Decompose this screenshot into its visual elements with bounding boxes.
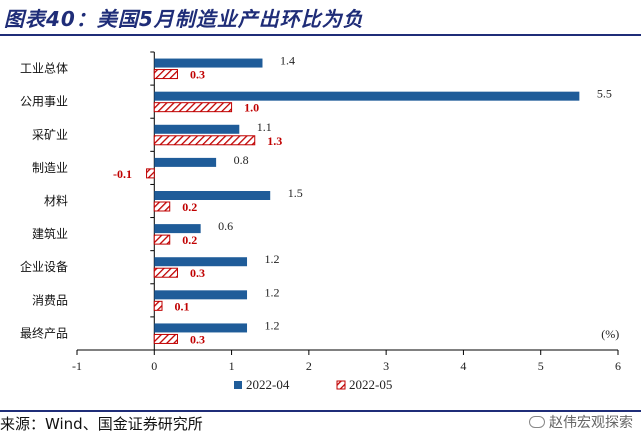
category-label: 制造业	[32, 161, 68, 175]
data-label-2022-04: 0.8	[234, 153, 249, 167]
bar-2022-05	[153, 234, 171, 245]
unit-label: (%)	[601, 327, 619, 341]
data-label-2022-04: 5.5	[597, 87, 612, 101]
category-label: 企业设备	[20, 259, 68, 274]
category-label: 采矿业	[32, 128, 68, 142]
bar-2022-04	[154, 290, 248, 300]
data-label-2022-04: 1.2	[265, 252, 280, 266]
bar-2022-05	[153, 333, 178, 344]
bar-2022-04	[154, 191, 271, 200]
data-label-2022-04: 1.4	[280, 54, 295, 68]
bar-2022-05	[153, 135, 256, 146]
data-label-2022-04: 0.6	[218, 219, 233, 233]
data-label-2022-05: -0.1	[113, 167, 132, 181]
bar-2022-04	[154, 224, 201, 234]
source-note: 来源：Wind、国金证券研究所	[0, 415, 203, 433]
x-tick-label: 1	[229, 359, 235, 373]
legend-swatch-2022-04	[234, 381, 242, 389]
bar-2022-04	[154, 124, 240, 134]
data-label-2022-04: 1.5	[288, 186, 303, 200]
x-tick-label: 2	[306, 359, 312, 373]
data-label-2022-05: 1.0	[244, 101, 259, 115]
legend-label-2022-05: 2022-05	[349, 377, 392, 392]
footer-divider	[0, 410, 641, 412]
data-label-2022-05: 0.1	[175, 299, 190, 313]
wechat-icon	[529, 416, 545, 428]
bar-2022-04	[154, 257, 248, 267]
bar-2022-04	[154, 323, 248, 333]
data-label-2022-04: 1.1	[257, 120, 272, 134]
category-label: 最终产品	[20, 325, 68, 340]
data-label-2022-05: 0.3	[190, 68, 205, 82]
bar-2022-04	[154, 58, 263, 68]
x-tick-label: 5	[538, 359, 544, 373]
title-divider	[0, 34, 641, 36]
x-tick-label: 3	[383, 359, 389, 373]
x-tick-label: -1	[72, 359, 82, 373]
x-tick-label: 0	[151, 359, 157, 373]
bar-2022-04	[154, 91, 580, 101]
bar-2022-05	[153, 300, 163, 311]
legend-swatch-2022-05	[336, 380, 346, 390]
data-label-2022-05: 0.3	[190, 332, 205, 346]
category-label: 公用事业	[20, 95, 68, 109]
data-label-2022-05: 0.3	[190, 266, 205, 280]
chart-title: 图表40：美国5月制造业产出环比为负	[4, 7, 364, 31]
category-label: 工业总体	[20, 62, 68, 76]
data-label-2022-04: 1.2	[265, 285, 280, 299]
category-label: 建筑业	[32, 226, 68, 241]
x-tick-label: 6	[615, 359, 621, 373]
legend-label-2022-04: 2022-04	[246, 377, 290, 392]
watermark-text: 赵伟宏观探索	[549, 415, 633, 431]
watermark: 赵伟宏观探索	[529, 412, 633, 432]
bar-2022-05	[153, 267, 178, 278]
data-label-2022-05: 0.2	[182, 200, 197, 214]
data-label-2022-05: 1.3	[267, 134, 282, 148]
bar-2022-05	[153, 69, 178, 80]
bar-2022-05	[153, 102, 233, 113]
bar-chart: -1 0 1 2 3 4 5 6(%)工业总体1.40.3公用事业5.51.0采矿业1.11.…	[20, 51, 621, 392]
bar-2022-04	[154, 157, 217, 167]
bar-2022-05	[153, 201, 171, 212]
category-label: 消费品	[32, 293, 68, 307]
data-label-2022-05: 0.2	[182, 233, 197, 247]
x-tick-label: 4	[460, 359, 466, 373]
bar-2022-05	[146, 168, 155, 179]
data-label-2022-04: 1.2	[265, 318, 280, 332]
category-label: 材料	[44, 194, 68, 208]
